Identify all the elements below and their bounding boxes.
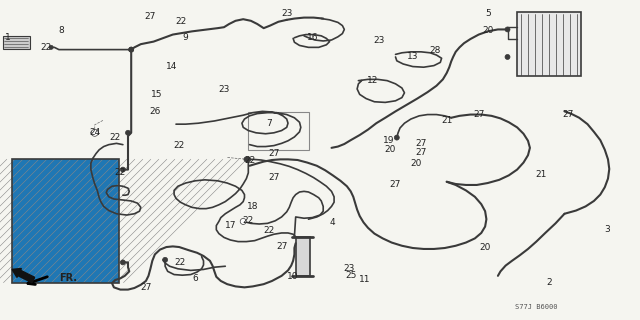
Text: 27: 27 [140,284,152,292]
Text: 12: 12 [367,76,378,85]
Text: 1: 1 [6,33,11,42]
Text: 14: 14 [166,62,177,71]
Text: 22: 22 [175,17,187,26]
Text: 15: 15 [151,90,163,99]
Text: 3: 3 [604,225,609,234]
Circle shape [120,167,125,172]
Text: 27: 27 [268,149,280,158]
Circle shape [246,157,251,162]
Text: 20: 20 [479,244,491,252]
Circle shape [49,45,53,49]
Text: 7: 7 [266,119,271,128]
Circle shape [120,260,125,265]
Text: 27: 27 [415,148,427,156]
Bar [12,159,119,283]
Text: 22: 22 [115,168,126,177]
Text: 17: 17 [225,221,236,230]
Text: 27: 27 [563,110,574,119]
Circle shape [92,129,98,136]
Text: 27: 27 [268,173,280,182]
Text: FR.: FR. [59,273,77,283]
Bar [12,159,119,283]
Text: 22: 22 [244,156,255,164]
Text: 18: 18 [247,202,259,211]
Circle shape [129,47,134,52]
Text: 4: 4 [330,218,335,227]
Text: 13: 13 [407,52,419,60]
Text: S77J B6000: S77J B6000 [515,304,557,309]
Circle shape [505,27,510,32]
Text: 19: 19 [383,136,395,145]
Text: 27: 27 [473,110,484,119]
Text: 27: 27 [390,180,401,189]
Text: 23: 23 [373,36,385,45]
Text: 5: 5 [485,9,490,18]
Text: 8: 8 [59,26,64,35]
Text: 24: 24 [89,128,100,137]
Text: 11: 11 [359,276,371,284]
Circle shape [125,130,131,135]
Text: 22: 22 [40,43,52,52]
Text: 21: 21 [535,170,547,179]
Circle shape [240,219,246,224]
Text: 22: 22 [173,141,185,150]
Bar [3,36,30,49]
Bar [296,237,310,276]
Text: 27: 27 [276,242,287,251]
Text: 22: 22 [243,216,254,225]
Text: 23: 23 [281,9,292,18]
Text: 22: 22 [263,226,275,235]
Circle shape [505,54,510,60]
Text: 25: 25 [345,271,356,280]
Text: 16: 16 [307,33,318,42]
Text: 27: 27 [145,12,156,20]
Text: 10: 10 [287,272,299,281]
Text: 22: 22 [175,258,186,267]
Circle shape [163,257,168,262]
FancyArrow shape [12,268,35,283]
Circle shape [91,131,95,135]
Text: 9: 9 [183,33,188,42]
Circle shape [394,135,399,140]
Text: 2: 2 [547,278,552,287]
Text: 20: 20 [482,26,493,35]
Text: 20: 20 [410,159,422,168]
Bar [517,12,581,76]
Text: 23: 23 [343,264,355,273]
Bar [248,112,309,150]
Circle shape [129,47,134,52]
Text: 22: 22 [109,133,121,142]
Text: 21: 21 [441,116,452,124]
Text: 28: 28 [429,46,441,55]
Circle shape [244,157,249,162]
Text: 20: 20 [385,145,396,154]
Text: 6: 6 [193,274,198,283]
Text: 23: 23 [218,85,230,94]
Text: 27: 27 [415,139,427,148]
Text: 26: 26 [149,107,161,116]
